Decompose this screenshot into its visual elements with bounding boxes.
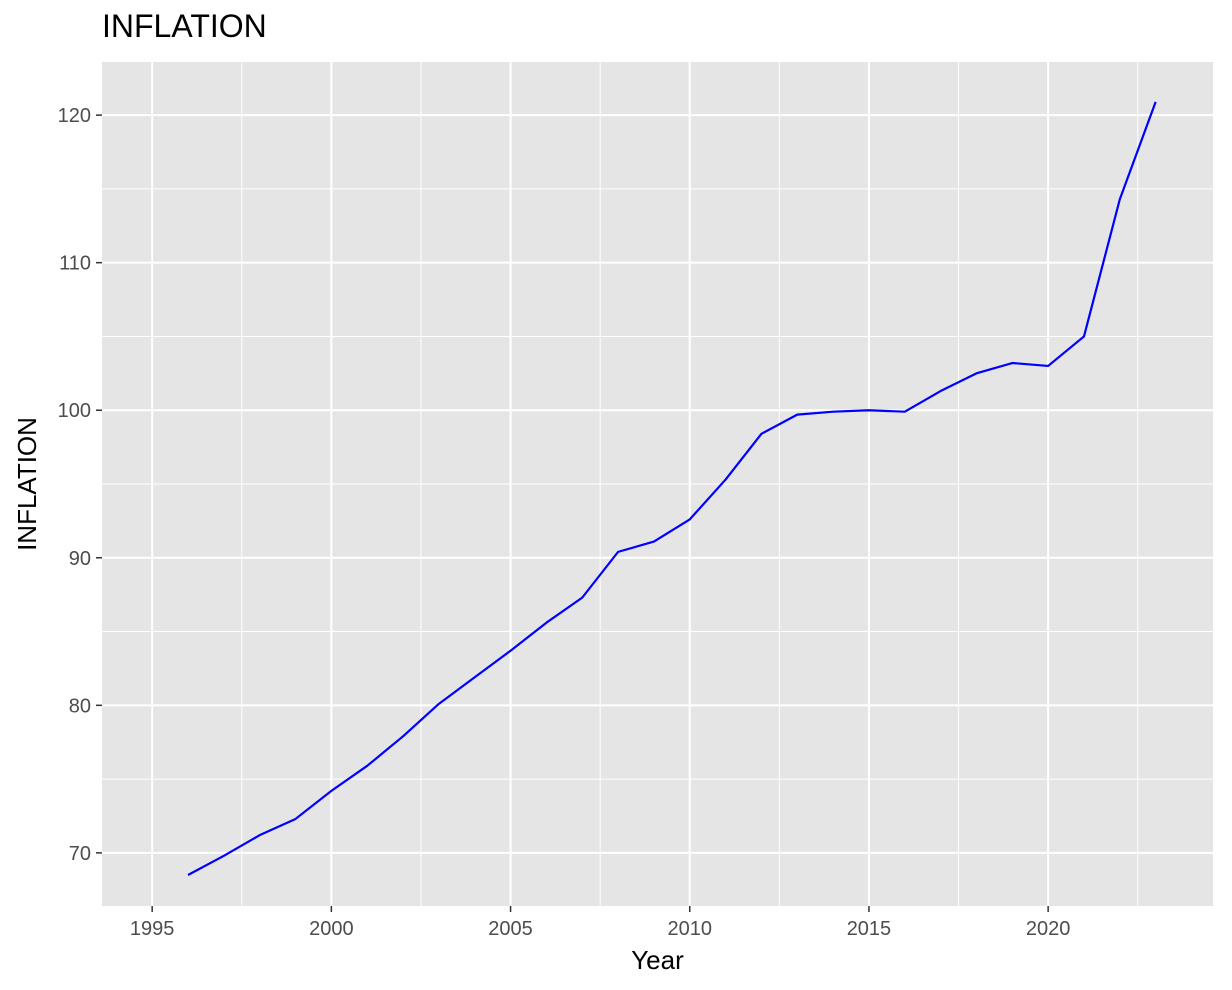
series-line <box>187 101 1157 876</box>
y-tick-label: 70 <box>69 843 91 865</box>
x-tick-label: 2020 <box>1026 918 1071 940</box>
x-tick-label: 2005 <box>488 918 533 940</box>
y-tick-labels: 70 80 90 100 110 120 <box>58 105 91 865</box>
y-axis-title: INFLATION <box>12 417 42 551</box>
minor-gridlines <box>102 62 1213 906</box>
x-tick-labels: 1995 2000 2005 2010 2015 2020 <box>130 918 1070 940</box>
y-tick-label: 80 <box>69 695 91 717</box>
y-tick-label: 110 <box>59 253 91 275</box>
series-layer <box>187 101 1157 876</box>
x-tick-label: 1995 <box>130 918 175 940</box>
x-axis-title: Year <box>631 945 684 975</box>
chart-title: INFLATION <box>102 8 267 44</box>
y-tick-label: 90 <box>69 548 91 570</box>
y-tick-label: 120 <box>58 105 91 127</box>
major-gridlines <box>102 62 1213 906</box>
axis-ticks <box>96 114 1049 912</box>
x-tick-label: 2000 <box>309 918 354 940</box>
x-tick-label: 2015 <box>847 918 892 940</box>
y-tick-label: 100 <box>58 400 91 422</box>
x-tick-label: 2010 <box>668 918 713 940</box>
